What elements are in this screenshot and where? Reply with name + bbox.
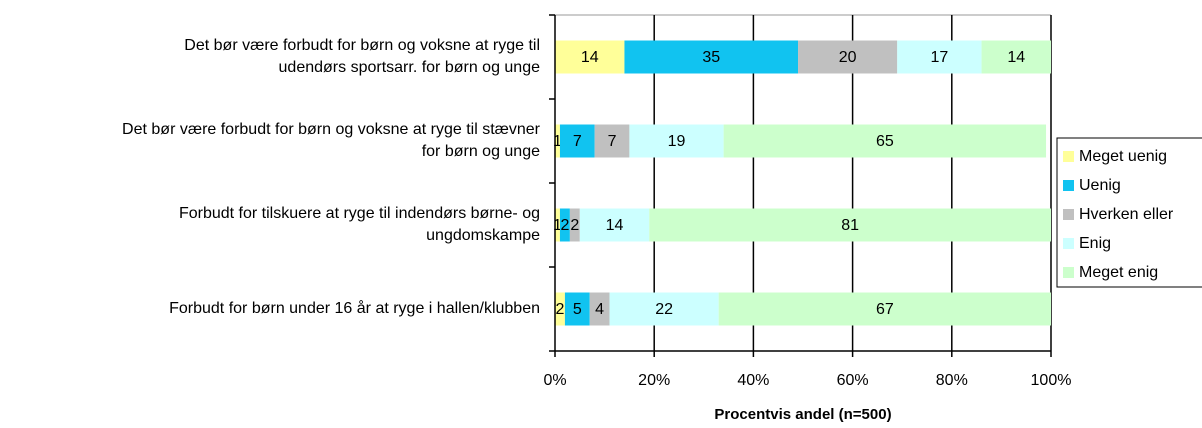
legend-swatch [1063,238,1074,249]
data-label: 20 [839,49,857,66]
data-label: 17 [931,49,949,66]
data-label: 22 [655,301,673,318]
data-label: 14 [606,217,624,234]
data-label: 7 [573,133,582,150]
bar-segment [718,292,1051,326]
bar-segment [624,40,799,74]
x-tick-label: 0% [543,372,566,389]
bar-segment [555,292,565,326]
data-label: 4 [595,301,604,318]
category-label: udendørs sportsarr. for børn og unge [279,59,541,76]
legend-label: Meget uenig [1079,148,1167,165]
data-label: 2 [556,301,565,318]
bar-segment [569,208,580,242]
legend-label: Uenig [1079,177,1121,194]
category-label: for børn og unge [422,143,540,160]
bar-segment [609,292,719,326]
legend-swatch [1063,180,1074,191]
legend-swatch [1063,151,1074,162]
x-tick-label: 80% [936,372,968,389]
bar-segment [798,40,898,74]
data-label: 14 [1007,49,1025,66]
bar-segment [629,124,724,158]
bar-segment [559,208,570,242]
category-label: Det bør være forbudt for børn og voksne … [184,37,540,54]
bar-segment [723,124,1047,158]
category-label: Forbudt for tilskuere at ryge til indend… [179,205,540,222]
data-label: 5 [573,301,582,318]
data-label: 65 [876,133,894,150]
legend-label: Meget enig [1079,264,1158,281]
legend-label: Hverken eller [1079,206,1174,223]
data-label: 81 [841,217,859,234]
bar-segment [564,292,590,326]
data-label: 14 [581,49,599,66]
data-label: 2 [560,217,569,234]
bar-segment [555,40,625,74]
data-label: 19 [668,133,686,150]
bar-segment [559,124,595,158]
bar-segment [555,208,560,242]
data-label: 1 [553,217,562,234]
category-label: Forbudt for børn under 16 år at ryge i h… [169,299,540,317]
data-label: 2 [570,217,579,234]
legend-label: Enig [1079,235,1111,252]
bar-segment [981,40,1051,74]
bar-segment [594,124,630,158]
x-axis-title: Procentvis andel (n=500) [714,406,891,423]
x-tick-label: 60% [837,372,869,389]
category-label: Det bør være forbudt for børn og voksne … [122,121,541,138]
x-tick-label: 100% [1031,372,1072,389]
bar-segment [649,208,1051,242]
bar-segment [589,292,610,326]
legend-box [1056,137,1202,288]
data-label: 7 [608,133,617,150]
data-label: 67 [876,301,894,318]
legend-swatch [1063,267,1074,278]
bar-segment [897,40,982,74]
bar-segment [555,124,560,158]
category-label: ungdomskampe [426,227,540,244]
bar-segment [579,208,650,242]
legend-swatch [1063,209,1074,220]
data-label: 35 [702,49,720,66]
data-label: 1 [553,133,562,150]
x-tick-label: 40% [737,372,769,389]
x-tick-label: 20% [638,372,670,389]
